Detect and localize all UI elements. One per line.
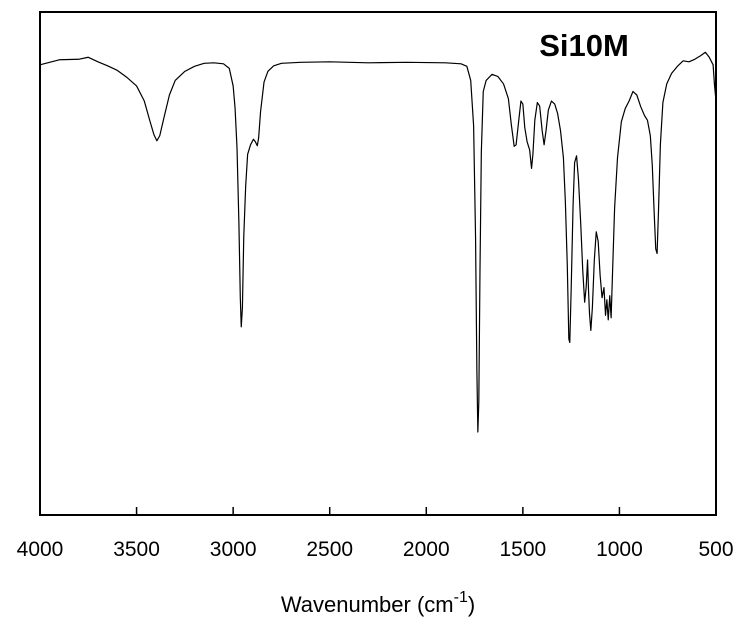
x-axis-title-sup: -1 (454, 589, 468, 606)
spectrum-line (39, 51, 717, 433)
x-tick-label: 4000 (17, 538, 64, 561)
x-tick-label: 1500 (499, 538, 546, 561)
x-axis-title-main: Wavenumber (cm (281, 592, 454, 617)
x-axis-tick-labels: 4000 3500 3000 2500 2000 1500 1000 500 (17, 538, 734, 561)
plot-frame (39, 11, 717, 516)
x-tick-label: 2500 (306, 538, 353, 561)
x-axis-title: Wavenumber (cm-1) (281, 589, 475, 617)
x-tick-label: 3000 (210, 538, 257, 561)
x-tick-label: 3500 (113, 538, 160, 561)
x-tick-label: 1000 (596, 538, 643, 561)
sample-label: Si10M (539, 28, 629, 63)
x-axis-ticks (39, 507, 717, 515)
x-tick-label: 2000 (403, 538, 450, 561)
x-tick-label: 500 (698, 538, 733, 561)
x-axis-title-close: ) (468, 592, 475, 617)
